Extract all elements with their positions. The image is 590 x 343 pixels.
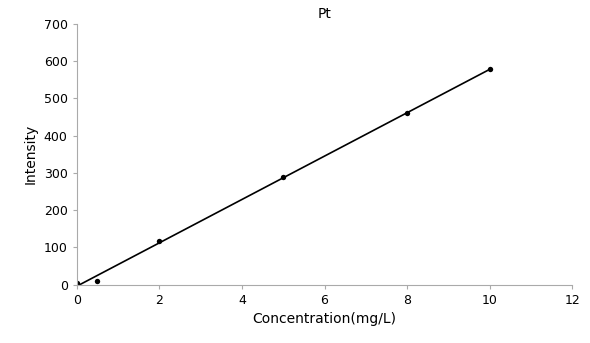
Point xyxy=(93,278,102,284)
Point xyxy=(485,67,494,72)
Point xyxy=(155,238,164,244)
Point xyxy=(72,280,81,286)
Title: Pt: Pt xyxy=(317,8,332,22)
Y-axis label: Intensity: Intensity xyxy=(24,124,38,185)
Point xyxy=(278,174,288,179)
Point xyxy=(402,111,412,116)
X-axis label: Concentration(mg/L): Concentration(mg/L) xyxy=(253,312,396,326)
